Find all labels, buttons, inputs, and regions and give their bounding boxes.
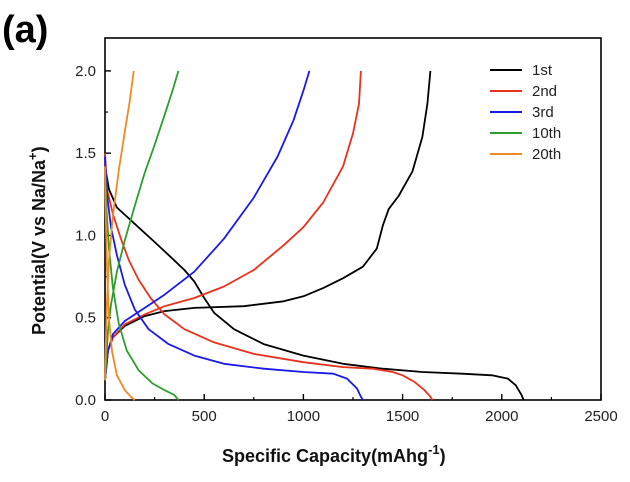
x-axis-title-main: Specific Capacity(mAhg: [222, 446, 428, 466]
x-tick-label: 1500: [386, 408, 419, 425]
legend-label-20th: 20th: [532, 146, 561, 163]
series-line-20th-discharge: [104, 166, 136, 401]
series-line-3rd-charge: [104, 70, 311, 381]
series-line-1st-discharge: [104, 166, 525, 401]
series-line-20th-charge: [104, 70, 135, 381]
y-tick-label: 2.0: [75, 63, 96, 80]
series-curves: [104, 70, 525, 401]
y-axis: 0.0 0.5 1.0 1.5 2.0: [75, 63, 111, 409]
y-tick-label: 0.5: [75, 310, 96, 327]
x-axis: 0 500 1000 1500 2000 2500: [101, 394, 618, 425]
legend-label-10th: 10th: [532, 125, 561, 142]
y-tick-label: 1.0: [75, 227, 96, 244]
y-axis-title-tail: ): [29, 146, 49, 152]
y-axis-title-main: Potential(V vs Na/Na: [29, 159, 49, 335]
series-line-2nd-discharge: [104, 153, 434, 401]
x-tick-label: 500: [192, 408, 217, 425]
series-line-1st-charge: [104, 70, 432, 381]
x-tick-label: 1000: [287, 408, 320, 425]
series-line-3rd-discharge: [104, 156, 364, 401]
y-axis-title-sup: +: [25, 152, 40, 160]
legend-label-2nd: 2nd: [532, 83, 557, 100]
x-axis-title: Specific Capacity(mAhg-1): [222, 442, 446, 466]
legend-label-1st: 1st: [532, 62, 553, 79]
y-tick-label: 1.5: [75, 145, 96, 162]
x-axis-title-sup: -1: [428, 442, 440, 457]
legend-label-3rd: 3rd: [532, 104, 554, 121]
x-axis-title-tail: ): [440, 446, 446, 466]
series-line-10th-charge: [104, 70, 180, 381]
series-line-2nd-charge: [104, 70, 362, 381]
x-tick-label: 2500: [584, 408, 617, 425]
x-tick-label: 0: [101, 408, 109, 425]
panel-label: (a): [2, 9, 48, 51]
x-tick-label: 2000: [485, 408, 518, 425]
series-line-10th-discharge: [104, 169, 180, 401]
plot-frame: [104, 37, 602, 401]
y-tick-label: 0.0: [75, 392, 96, 409]
legend: 1st 2nd 3rd 10th 20th: [490, 62, 561, 163]
y-axis-title: Potential(V vs Na/Na+): [25, 146, 49, 335]
plot-border: [104, 37, 602, 401]
